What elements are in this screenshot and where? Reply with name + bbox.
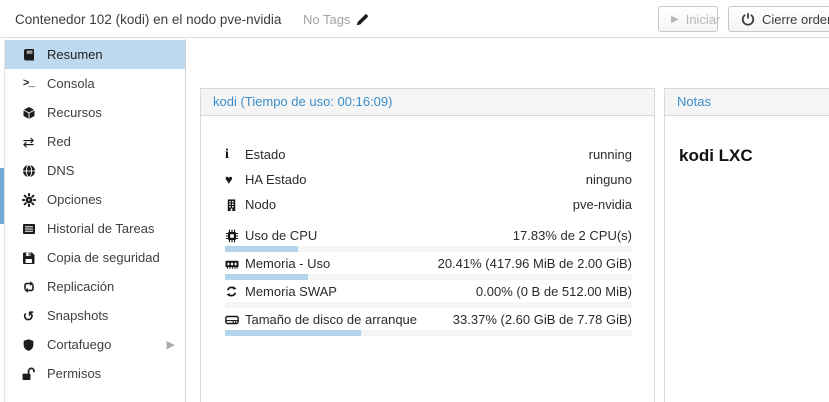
sidebar-item-replicacion[interactable]: Replicación	[5, 272, 185, 301]
memory-progress-bar	[225, 274, 309, 280]
cpu-progress-bar	[225, 246, 298, 252]
sidebar-item-label: Replicación	[47, 279, 115, 294]
cpu-icon	[225, 229, 245, 243]
power-icon	[741, 12, 755, 26]
metric-cpu: Uso de CPU 17.83% de 2 CPU(s)	[225, 227, 632, 252]
memory-progress-track	[225, 274, 632, 280]
metric-label: Memoria - Uso	[245, 256, 331, 271]
sidebar-item-permisos[interactable]: Permisos	[5, 359, 185, 388]
status-row-estado: i Estado running	[225, 142, 632, 167]
tags-label: No Tags	[303, 11, 351, 27]
sidebar-item-label: Snapshots	[47, 308, 109, 323]
exchange-icon: ⇄	[22, 133, 35, 150]
cpu-progress-track	[225, 246, 632, 252]
sidebar-item-label: Resumen	[47, 47, 103, 62]
memory-icon	[225, 257, 245, 271]
metric-value: 0.00% (0 B de 512.00 MiB)	[475, 284, 632, 299]
play-icon: ▶	[671, 13, 679, 25]
start-button[interactable]: ▶ Iniciar	[658, 6, 721, 32]
shutdown-button-label: Cierre ordena	[762, 11, 829, 27]
disk-progress-bar	[225, 330, 361, 336]
page-title: Contenedor 102 (kodi) en el nodo pve-nvi…	[15, 12, 282, 27]
globe-icon	[20, 164, 37, 178]
shield-icon	[20, 338, 37, 352]
notes-panel-title: Notas	[665, 89, 829, 116]
status-panel-title: kodi (Tiempo de uso: 00:16:09)	[201, 89, 654, 116]
building-icon	[225, 198, 245, 212]
disk-icon	[225, 313, 245, 327]
unlock-icon	[20, 367, 37, 381]
metric-value: 17.83% de 2 CPU(s)	[512, 228, 632, 243]
metric-swap: Memoria SWAP 0.00% (0 B de 512.00 MiB)	[225, 283, 632, 308]
sidebar-item-copia-de-seguridad[interactable]: Copia de seguridad	[5, 243, 185, 272]
metric-disco: Tamaño de disco de arranque 33.37% (2.60…	[225, 311, 632, 336]
disk-progress-track	[225, 330, 632, 336]
cube-icon	[20, 106, 37, 120]
swap-progress-track	[225, 302, 632, 308]
notes-panel: Notas kodi LXC	[664, 88, 829, 402]
sidebar-item-recursos[interactable]: Recursos	[5, 98, 185, 127]
sidebar-item-dns[interactable]: DNS	[5, 156, 185, 185]
history-icon: ↺	[22, 307, 35, 324]
edit-tags-pencil-icon[interactable]	[356, 13, 369, 26]
sidebar-item-label: Recursos	[47, 105, 102, 120]
metric-memoria: Memoria - Uso 20.41% (417.96 MiB de 2.00…	[225, 255, 632, 280]
status-row-value: pve-nvidia	[572, 197, 632, 212]
status-row-label: HA Estado	[245, 172, 307, 187]
notes-panel-body[interactable]: kodi LXC	[665, 116, 829, 166]
sidebar-item-label: Cortafuego	[47, 337, 112, 352]
usage-metrics: Uso de CPU 17.83% de 2 CPU(s) Memoria - …	[225, 227, 632, 336]
book-icon	[20, 48, 37, 62]
list-icon	[20, 222, 37, 236]
metric-value: 33.37% (2.60 GiB de 7.78 GiB)	[452, 312, 632, 327]
status-panel-body: i Estado running ♥ HA Estado ninguno Nod…	[201, 116, 654, 336]
sidebar-menu: Resumen >_ Consola Recursos ⇄ Red DNS	[5, 39, 186, 402]
sidebar-item-historial-de-tareas[interactable]: Historial de Tareas	[5, 214, 185, 243]
sidebar-item-consola[interactable]: >_ Consola	[5, 69, 185, 98]
tree-selection-sliver	[0, 168, 4, 224]
start-button-label: Iniciar	[685, 11, 721, 27]
swap-icon	[225, 285, 245, 298]
notes-content: kodi LXC	[679, 146, 753, 165]
retweet-icon	[20, 280, 37, 294]
top-header-bar: Contenedor 102 (kodi) en el nodo pve-nvi…	[0, 0, 829, 38]
metric-label: Uso de CPU	[245, 228, 318, 243]
sidebar-item-label: Consola	[47, 76, 95, 91]
resource-tree-edge	[0, 39, 5, 402]
chevron-right-icon: ▶	[166, 339, 175, 351]
sidebar-item-opciones[interactable]: Opciones	[5, 185, 185, 214]
sidebar-item-label: DNS	[47, 163, 75, 178]
metric-label: Tamaño de disco de arranque	[245, 312, 418, 327]
status-row-nodo: Nodo pve-nvidia	[225, 192, 632, 217]
status-row-value: ninguno	[585, 172, 632, 187]
sidebar-item-cortafuego[interactable]: Cortafuego ▶	[5, 330, 185, 359]
heartbeat-icon: ♥	[225, 172, 233, 187]
metric-label: Memoria SWAP	[245, 284, 337, 299]
sidebar-item-label: Permisos	[47, 366, 102, 381]
shutdown-button[interactable]: Cierre ordena	[728, 6, 829, 32]
info-icon: i	[225, 146, 229, 162]
status-row-label: Nodo	[245, 197, 277, 212]
metric-value: 20.41% (417.96 MiB de 2.00 GiB)	[437, 256, 632, 271]
terminal-icon: >_	[22, 77, 35, 90]
sidebar-item-label: Historial de Tareas	[47, 221, 155, 236]
sidebar-item-label: Red	[47, 134, 71, 149]
status-row-ha-estado: ♥ HA Estado ninguno	[225, 167, 632, 192]
sidebar-item-red[interactable]: ⇄ Red	[5, 127, 185, 156]
sidebar-item-snapshots[interactable]: ↺ Snapshots	[5, 301, 185, 330]
status-panel: kodi (Tiempo de uso: 00:16:09) i Estado …	[200, 88, 655, 402]
sidebar-item-label: Copia de seguridad	[47, 250, 160, 265]
sidebar-item-resumen[interactable]: Resumen	[5, 40, 185, 69]
status-row-label: Estado	[245, 147, 286, 162]
gear-icon	[20, 192, 37, 207]
status-row-value: running	[588, 147, 632, 162]
sidebar-item-label: Opciones	[47, 192, 102, 207]
floppy-icon	[20, 251, 37, 265]
